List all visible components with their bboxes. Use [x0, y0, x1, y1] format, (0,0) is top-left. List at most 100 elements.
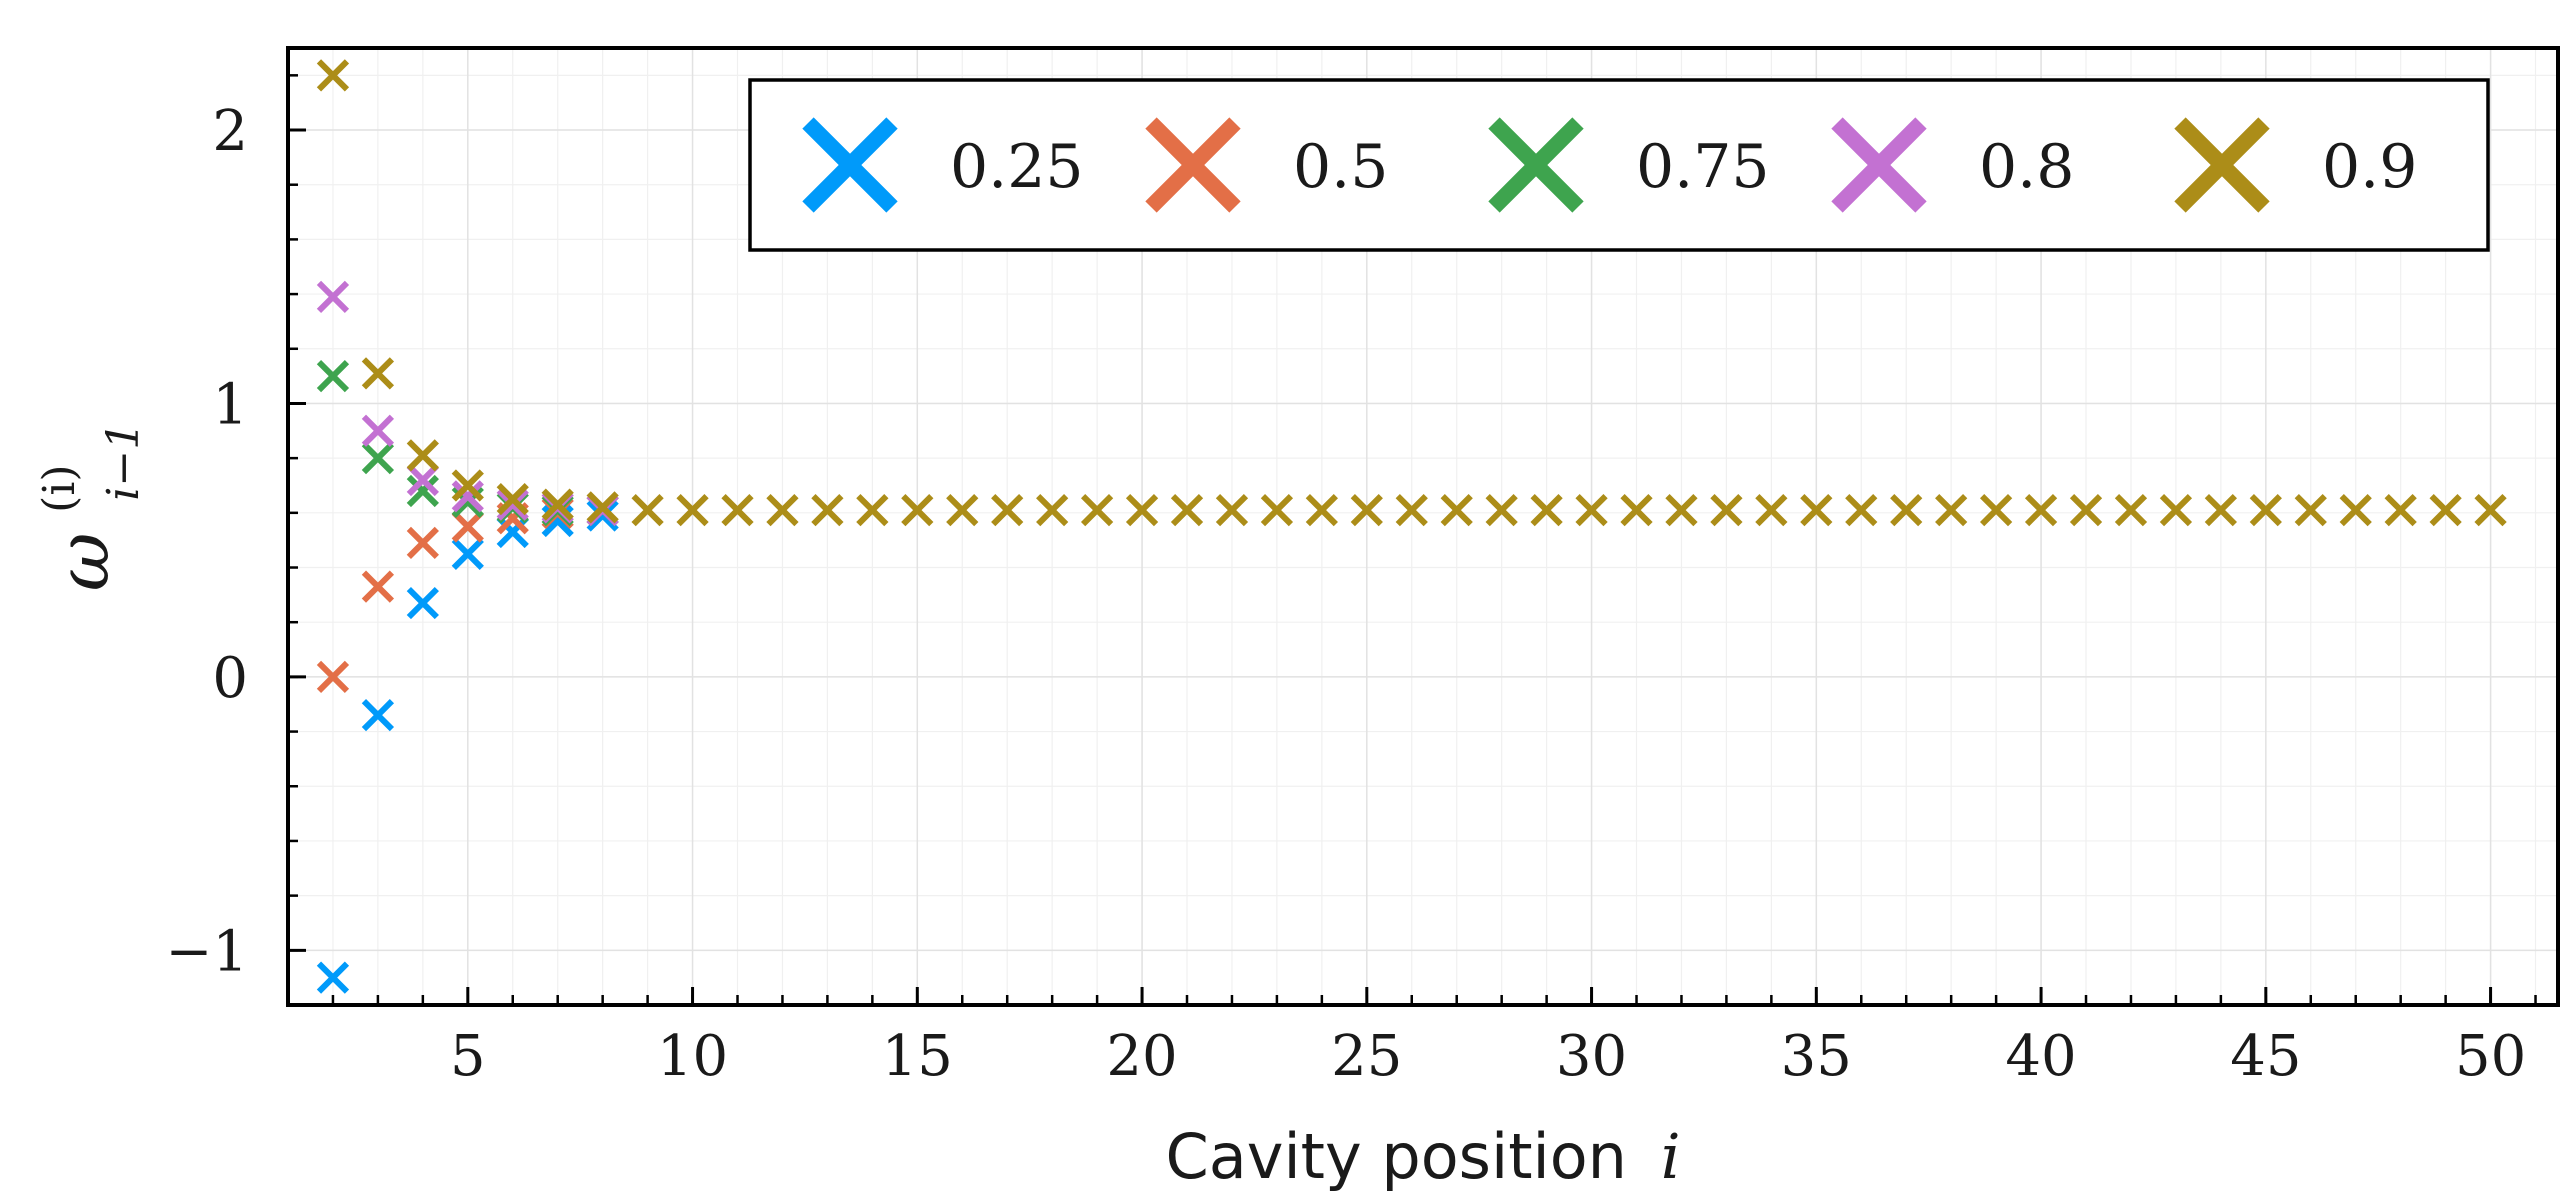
data-point [406, 474, 439, 508]
data-point [2069, 493, 2103, 527]
data-point [496, 483, 529, 516]
data-point [1575, 493, 1608, 527]
legend-label: 0.25 [950, 132, 1084, 202]
data-point [316, 59, 350, 92]
legend-marker [802, 117, 898, 213]
legend-marker [1488, 117, 1584, 213]
legend-label: 0.8 [1979, 132, 2074, 202]
data-point [316, 280, 350, 313]
data-point [721, 493, 754, 527]
data-point [316, 660, 350, 694]
data-point [316, 359, 350, 393]
x-axis-label: Cavity position i [1165, 1120, 1680, 1193]
data-point [406, 439, 439, 472]
data-point [586, 499, 619, 532]
data-point [361, 442, 395, 475]
data-point [1710, 493, 1743, 527]
data-point [2429, 493, 2462, 527]
legend-box [748, 78, 2490, 252]
data-point [1260, 493, 1294, 527]
x-tick-label: 5 [450, 1024, 486, 1089]
y-tick-label: 1 [212, 372, 248, 437]
data-point [901, 493, 934, 527]
data-point [406, 526, 439, 560]
data-point [2159, 493, 2193, 527]
data-point [2294, 493, 2327, 527]
data-point [2474, 493, 2507, 527]
x-tick-label: 50 [2455, 1024, 2526, 1089]
data-point [1800, 493, 1833, 527]
x-axis-label-variable: i [1661, 1120, 1681, 1193]
data-point [1170, 493, 1204, 527]
legend-label: 0.75 [1636, 132, 1770, 202]
data-point [2024, 493, 2058, 527]
data-point [2339, 493, 2372, 527]
data-point [766, 493, 799, 527]
y-axis-label-superscript: (i) [34, 464, 85, 512]
x-tick-label: 25 [1331, 1024, 1402, 1089]
data-point [811, 493, 844, 527]
data-point [676, 493, 709, 527]
data-point [496, 488, 529, 521]
y-axis-label-symbol: ω [41, 533, 125, 592]
data-point [2249, 493, 2282, 527]
data-points [316, 59, 2507, 994]
data-point [2384, 493, 2417, 527]
legend-marker [2174, 117, 2270, 213]
plot-frame [286, 46, 2560, 1007]
data-point [451, 510, 484, 543]
y-axis-label: ω (i) i−1 [16, 422, 149, 592]
data-point [451, 537, 484, 570]
data-point [1036, 493, 1069, 527]
data-point [361, 414, 395, 447]
x-tick-label: 10 [657, 1024, 728, 1089]
x-tick-label: 15 [882, 1024, 953, 1089]
data-point [361, 570, 395, 603]
data-point [1305, 493, 1338, 527]
data-point [406, 586, 439, 620]
data-point [1125, 493, 1159, 527]
x-tick-label: 30 [1556, 1024, 1627, 1089]
legend-marker [1831, 117, 1927, 213]
y-tick-label: −1 [165, 919, 248, 984]
x-tick-label: 35 [1781, 1024, 1852, 1089]
data-point [451, 469, 484, 502]
y-tick-label: 2 [212, 99, 248, 164]
x-tick-label: 45 [2230, 1024, 2301, 1089]
x-axis-label-text: Cavity position [1165, 1120, 1627, 1193]
data-point [2114, 493, 2148, 527]
grid [287, 48, 2558, 1005]
legend-items: 0.25 0.5 0.75 0.8 0.9 [802, 117, 2417, 213]
data-point [1755, 493, 1788, 527]
y-tick-label: 0 [212, 646, 248, 711]
data-point [1350, 493, 1383, 527]
data-point [1665, 493, 1698, 527]
data-point [451, 480, 484, 513]
data-point [1530, 493, 1563, 527]
legend: 0.25 0.5 0.75 0.8 0.9 [748, 78, 2490, 252]
legend-label: 0.9 [2322, 132, 2417, 202]
data-point [2204, 493, 2237, 527]
data-point [991, 493, 1024, 527]
data-point [361, 357, 395, 390]
data-point [1485, 493, 1518, 527]
data-point [1620, 493, 1653, 527]
data-point [361, 699, 395, 732]
data-point [1395, 493, 1428, 527]
legend-label: 0.5 [1293, 132, 1388, 202]
y-axis-label-subscript: i−1 [98, 422, 149, 501]
series-0-25 [316, 499, 619, 994]
data-point [316, 961, 350, 994]
data-point [1215, 493, 1249, 527]
data-point [631, 493, 664, 527]
data-point [1935, 493, 1968, 527]
data-point [1890, 493, 1923, 527]
data-point [1979, 493, 2013, 527]
series-0-9 [316, 59, 2507, 527]
data-point [541, 488, 574, 521]
data-point [1440, 493, 1473, 527]
data-point [406, 463, 439, 497]
data-point [1845, 493, 1878, 527]
data-point [586, 491, 619, 524]
